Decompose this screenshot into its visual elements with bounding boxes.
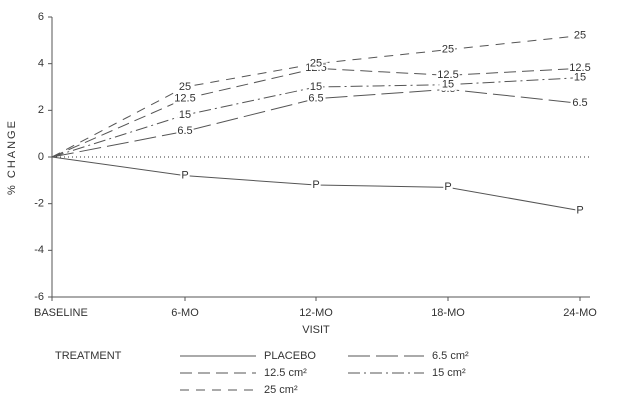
y-tick-label: 0: [38, 151, 44, 163]
legend-label: 15 cm²: [432, 367, 466, 379]
point-label: P: [181, 170, 188, 182]
point-label: 12.5: [569, 62, 590, 74]
point-label-bg: [572, 29, 588, 42]
point-label-bg: [180, 169, 190, 182]
point-label-bg: [177, 80, 193, 93]
point-label: P: [312, 179, 319, 191]
point-label: 15: [310, 81, 322, 93]
point-label-bg: [568, 62, 592, 75]
point-label-bg: [575, 204, 585, 217]
point-label-bg: [440, 43, 456, 56]
y-tick-label: 2: [38, 104, 44, 116]
point-label: 6.5: [177, 125, 192, 137]
legend-label: 25 cm²: [264, 384, 298, 396]
point-label: 25: [442, 44, 454, 56]
point-label: 25: [179, 81, 191, 93]
point-label-bg: [308, 57, 324, 70]
point-label: 6.5: [308, 93, 323, 105]
point-label-bg: [311, 178, 321, 191]
point-label-bg: [572, 71, 588, 84]
point-label: 15: [179, 109, 191, 121]
y-tick-label: 4: [38, 58, 44, 70]
point-label-bg: [440, 78, 456, 91]
point-label: 6.5: [572, 97, 587, 109]
x-tick-label: 18-MO: [431, 307, 465, 319]
point-label-bg: [307, 92, 325, 105]
legend-label: 12.5 cm²: [264, 367, 307, 379]
point-label-bg: [177, 108, 193, 121]
x-tick-label: 12-MO: [299, 307, 333, 319]
point-label-bg: [308, 80, 324, 93]
point-label: 12.5: [437, 69, 458, 81]
legend-label: 6.5 cm²: [432, 350, 469, 362]
x-tick-label: 24-MO: [563, 307, 597, 319]
point-label: P: [444, 181, 451, 193]
point-label-bg: [176, 125, 194, 138]
point-label-bg: [443, 181, 453, 194]
series-line: [51, 35, 581, 158]
y-tick-label: -2: [34, 198, 44, 210]
x-tick-label: 6-MO: [171, 307, 199, 319]
legend-label: PLACEBO: [264, 350, 316, 362]
y-tick-label: -4: [34, 244, 44, 256]
point-label: 25: [574, 30, 586, 42]
point-label-bg: [173, 92, 197, 105]
point-label: 25: [310, 58, 322, 70]
point-label: 15: [442, 79, 454, 91]
point-label-bg: [571, 97, 589, 110]
point-label-bg: [436, 69, 460, 82]
x-axis-title: VISIT: [302, 324, 330, 336]
point-label: P: [576, 205, 583, 217]
legend-title: TREATMENT: [55, 350, 122, 362]
point-label: 12.5: [174, 93, 195, 105]
y-tick-label: 6: [38, 11, 44, 23]
point-label: 15: [574, 72, 586, 84]
x-tick-label: BASELINE: [34, 307, 88, 319]
y-axis-title: % CHANGE: [6, 119, 18, 195]
y-tick-label: -6: [34, 291, 44, 303]
